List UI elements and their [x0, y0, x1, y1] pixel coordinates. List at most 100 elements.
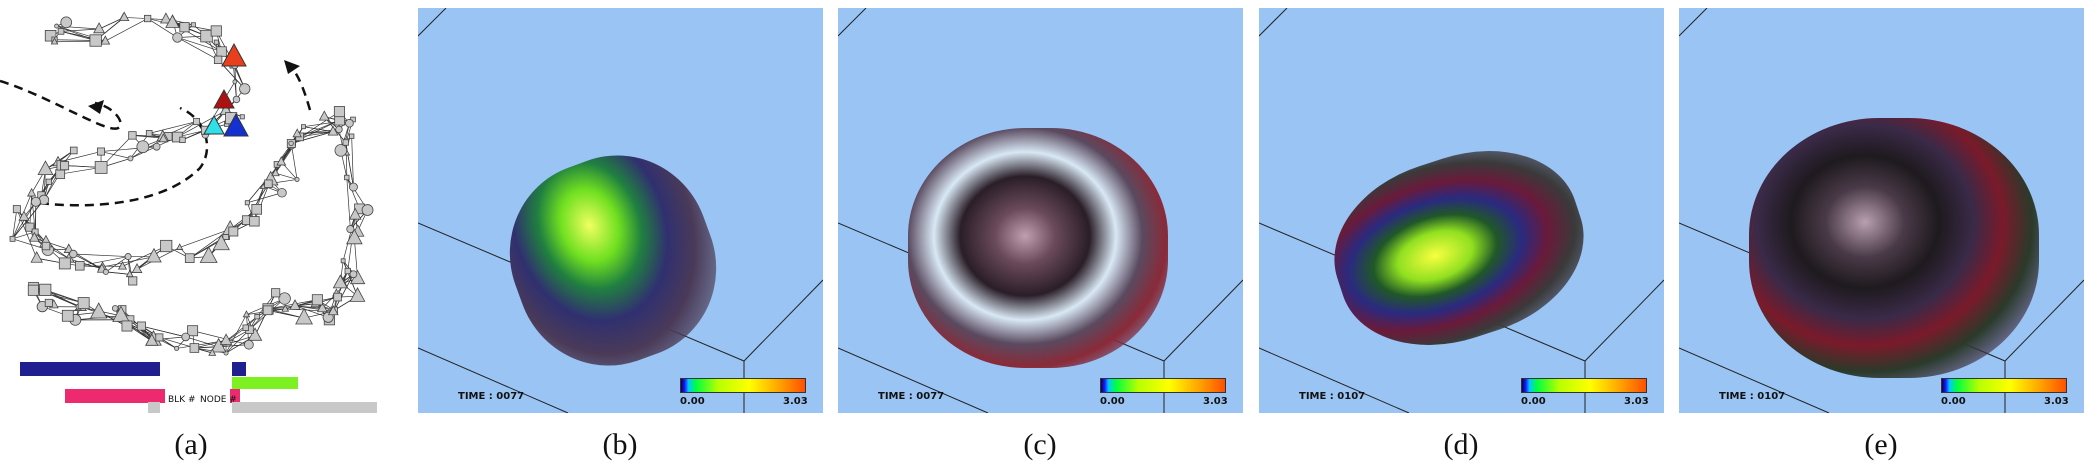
caption-c: (c) — [1023, 428, 1057, 461]
graph-node-triangle — [271, 168, 280, 177]
graph-node-circle — [174, 345, 180, 351]
graph-edge — [218, 344, 249, 348]
graph-node-circle — [349, 182, 358, 192]
colorbar-min-label: 0.00 — [1521, 396, 1546, 407]
colorbar-max-label: 3.03 — [2044, 396, 2069, 407]
graph-node-triangle — [93, 22, 106, 34]
graph-node-square — [136, 321, 146, 331]
time-label: TIME : 0077 — [878, 391, 945, 402]
graph-node-triangle — [348, 207, 362, 220]
graph-node-triangle — [292, 128, 302, 138]
graph-node-square — [210, 25, 222, 37]
graph-node-square — [213, 39, 219, 45]
graph-node-triangle — [212, 234, 230, 251]
highlight-marker-red — [221, 42, 247, 67]
graph-node-triangle — [281, 304, 290, 312]
graph-node-square — [145, 130, 153, 137]
graph-node-square — [155, 333, 164, 342]
graph-edge — [122, 245, 167, 267]
graph-node-triangle — [117, 261, 128, 270]
graph-node-square — [27, 284, 39, 296]
graph-node-square — [344, 267, 351, 275]
graph-node-triangle — [316, 302, 328, 313]
graph-edge — [45, 289, 84, 304]
graph-node-circle — [288, 140, 294, 147]
graph-node-circle — [335, 125, 343, 134]
colorbar — [1100, 378, 1226, 393]
graph-node-circle — [232, 79, 238, 85]
graph-edge — [342, 260, 358, 297]
graph-edge — [291, 131, 334, 144]
graph-node-square — [251, 204, 263, 215]
trajectory-arrowhead — [284, 60, 300, 74]
caption-a: (a) — [174, 428, 208, 461]
graph-edge — [177, 37, 222, 52]
graph-node-triangle — [30, 251, 43, 263]
graph-node-square — [348, 133, 355, 139]
graph-node-triangle — [346, 228, 363, 245]
graph-node-circle — [345, 118, 354, 128]
graph-edge — [342, 215, 356, 261]
graph-node-triangle — [29, 231, 40, 242]
graph-node-triangle — [27, 187, 37, 197]
graph-node-square — [160, 239, 173, 253]
graph-node-square — [264, 179, 273, 188]
graph-node-circle — [181, 332, 191, 342]
graph-node-square — [271, 288, 281, 298]
graph-node-circle — [69, 249, 78, 259]
graph-edge — [105, 18, 148, 42]
legend-blk-label: BLK # — [168, 395, 196, 405]
colorbar-min-label: 0.00 — [1100, 396, 1125, 407]
volume-render-panel-c: TIME : 0077 0.00 3.03 — [838, 8, 1243, 413]
graph-node-square — [69, 146, 78, 155]
caption-e: (e) — [1864, 428, 1898, 461]
volume-render-panel-b: TIME : 0077 0.00 3.03 — [418, 8, 823, 413]
graph-edge — [294, 305, 334, 312]
graph-node-triangle — [327, 125, 339, 136]
graph-node-square — [44, 298, 53, 307]
graph-edge — [334, 274, 354, 311]
graph-node-square — [77, 297, 90, 310]
graph-edge — [147, 18, 178, 38]
colorbar-min-label: 0.00 — [1941, 396, 1966, 407]
graph-edge — [303, 126, 334, 133]
graph-edge — [225, 314, 247, 354]
graph-edge — [346, 177, 351, 230]
graph-node-triangle — [242, 310, 251, 318]
graph-node-square — [190, 22, 196, 28]
graph-edge — [12, 209, 18, 239]
graph-edge — [185, 336, 219, 348]
graph-node-circle — [54, 23, 59, 29]
graph-node-triangle — [295, 307, 313, 325]
graph-node-square — [144, 14, 152, 23]
volume-render-panel-d: TIME : 0107 0.00 3.03 — [1259, 8, 1664, 413]
graph-edge — [275, 172, 298, 180]
graph-node-triangle — [146, 247, 162, 263]
graph-node-square — [121, 320, 133, 332]
trajectory-path-right — [291, 67, 312, 111]
graph-edge — [194, 340, 227, 349]
graph-node-circle — [127, 155, 134, 162]
colorbar — [1521, 378, 1647, 393]
time-label: TIME : 0077 — [458, 391, 525, 402]
graph-node-circle — [243, 339, 254, 350]
graph-node-square — [44, 30, 57, 42]
graph-edge — [34, 237, 69, 250]
graph-node-triangle — [276, 156, 287, 166]
graph-edge — [351, 136, 354, 188]
graph-node-square — [61, 309, 74, 322]
graph-node-square — [39, 283, 52, 296]
highlight-marker-blue — [223, 112, 249, 137]
graph-node-square — [179, 22, 190, 33]
caption-d: (d) — [1443, 428, 1479, 461]
graph-node-square — [213, 55, 223, 64]
graph-node-triangle — [208, 348, 217, 356]
graph-node-square — [75, 261, 85, 271]
graph-node-triangle — [160, 12, 172, 24]
highlight-marker-darkred — [213, 88, 235, 109]
graph-node-square — [216, 46, 227, 57]
legend-bar-gray-left — [148, 402, 160, 413]
graph-edge — [16, 209, 38, 259]
graph-node-triangle — [89, 302, 108, 319]
time-label: TIME : 0107 — [1299, 391, 1366, 402]
